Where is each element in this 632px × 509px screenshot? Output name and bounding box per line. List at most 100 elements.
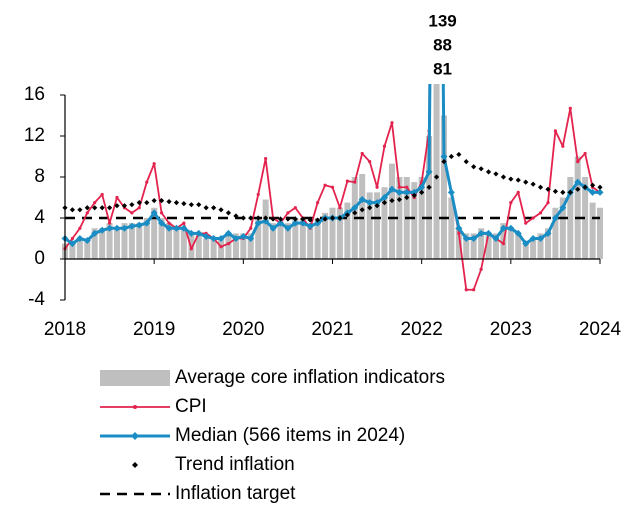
legend-swatch xyxy=(100,370,170,386)
marker xyxy=(501,242,506,246)
point xyxy=(485,169,492,175)
point xyxy=(292,216,298,222)
marker xyxy=(492,235,500,242)
bar xyxy=(128,223,135,259)
bar xyxy=(218,238,225,259)
point xyxy=(203,205,209,211)
point xyxy=(322,216,328,222)
point xyxy=(381,200,388,206)
marker xyxy=(366,199,374,207)
bar xyxy=(485,233,492,259)
marker xyxy=(98,226,106,234)
bar xyxy=(448,197,455,259)
marker xyxy=(576,160,580,164)
point xyxy=(411,192,417,199)
point xyxy=(508,176,514,182)
axes: -4 0 4 8 12 16 2018 2019 2020 2021 2022 2023 2024 xyxy=(24,84,622,340)
marker xyxy=(403,188,411,196)
point xyxy=(463,159,469,165)
marker xyxy=(499,224,507,232)
bar xyxy=(336,207,343,259)
peak-label: 88 xyxy=(433,35,452,54)
point xyxy=(92,205,98,211)
bar xyxy=(91,228,98,259)
legend-label: Inflation target xyxy=(175,483,296,504)
bar xyxy=(166,223,173,259)
y-tick-label: 4 xyxy=(34,207,45,228)
bar xyxy=(507,228,514,259)
marker xyxy=(455,224,463,232)
point xyxy=(106,205,113,211)
bar xyxy=(366,192,373,259)
point xyxy=(441,159,447,165)
legend-swatch xyxy=(131,432,139,440)
marker xyxy=(397,185,401,189)
bar xyxy=(582,177,589,259)
bar xyxy=(381,187,388,259)
point xyxy=(523,179,529,185)
bar xyxy=(307,223,314,259)
marker xyxy=(544,229,552,237)
legend-label: Median (566 items in 2024) xyxy=(175,425,405,446)
marker xyxy=(128,222,136,230)
marker xyxy=(152,162,156,166)
marker xyxy=(551,214,559,222)
peak-label: 81 xyxy=(433,59,452,78)
marker xyxy=(477,229,485,237)
point xyxy=(225,210,232,216)
bar xyxy=(589,202,596,259)
marker xyxy=(596,188,604,196)
bar xyxy=(262,199,269,259)
marker xyxy=(553,129,558,133)
point xyxy=(374,203,380,209)
marker xyxy=(338,206,342,210)
y-tick-label: -4 xyxy=(28,289,45,310)
marker xyxy=(462,235,470,242)
line xyxy=(64,84,600,246)
bar xyxy=(158,218,165,259)
marker xyxy=(254,219,262,227)
point xyxy=(560,189,566,195)
marker xyxy=(76,235,84,242)
marker xyxy=(217,235,225,242)
marker xyxy=(388,185,396,193)
legend: Average core inflation indicators CPI Medi… xyxy=(100,367,445,504)
bar xyxy=(203,238,210,259)
bar xyxy=(299,218,306,259)
bar xyxy=(232,233,239,259)
marker xyxy=(115,195,119,200)
marker xyxy=(264,156,268,161)
bar xyxy=(113,228,120,259)
point xyxy=(500,174,507,180)
marker xyxy=(358,196,366,204)
point xyxy=(352,210,358,216)
marker xyxy=(286,211,290,215)
marker xyxy=(299,219,307,227)
marker xyxy=(195,229,203,237)
marker xyxy=(447,188,455,196)
marker xyxy=(410,188,418,196)
point xyxy=(121,203,128,209)
marker xyxy=(120,224,128,232)
point xyxy=(196,202,202,208)
bar xyxy=(255,218,262,259)
point xyxy=(211,205,217,211)
marker xyxy=(93,201,97,205)
point xyxy=(537,184,544,190)
point xyxy=(426,184,432,190)
bar xyxy=(225,233,232,259)
bar xyxy=(314,218,321,259)
bar xyxy=(240,233,247,259)
point xyxy=(285,216,291,222)
marker xyxy=(351,204,359,212)
bar xyxy=(143,218,150,259)
point xyxy=(129,202,135,208)
marker xyxy=(202,232,210,240)
bar xyxy=(84,238,91,259)
marker xyxy=(107,221,112,225)
marker xyxy=(145,180,149,184)
bar xyxy=(374,192,381,259)
marker xyxy=(589,188,597,196)
point xyxy=(315,217,321,223)
point xyxy=(582,184,588,190)
